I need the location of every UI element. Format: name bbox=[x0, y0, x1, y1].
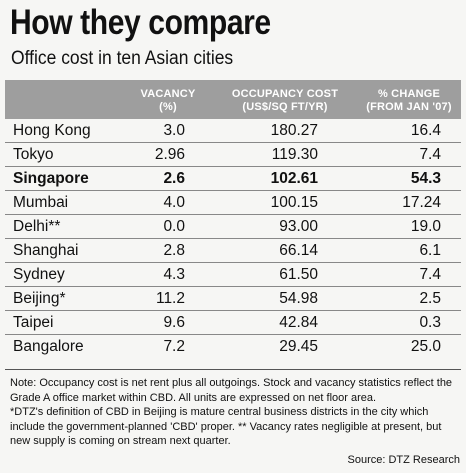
header-occupancy: OCCUPANCY COST (US$/SQ FT/YR) bbox=[213, 80, 357, 119]
cell-occupancy: 29.45 bbox=[213, 334, 357, 358]
table-row: Shanghai 2.8 66.14 6.1 bbox=[5, 238, 461, 263]
cell-change: 16.4 bbox=[410, 121, 441, 139]
table-row: Sydney 4.3 61.50 7.4 bbox=[5, 262, 461, 287]
cell-occupancy: 100.15 bbox=[213, 190, 357, 215]
table-row: Delhi** 0.0 93.00 19.0 bbox=[5, 214, 461, 239]
cell-vacancy: 2.6 bbox=[123, 166, 213, 191]
header-occupancy-line1: OCCUPANCY COST bbox=[231, 87, 339, 100]
cell-city: Tokyo bbox=[5, 142, 123, 167]
cell-occupancy: 119.30 bbox=[213, 142, 357, 167]
cell-city: Beijing* bbox=[5, 286, 123, 311]
comparison-table: VACANCY (%) OCCUPANCY COST (US$/SQ FT/YR… bbox=[5, 80, 461, 358]
cell-occupancy: 54.98 bbox=[213, 286, 357, 311]
cell-change: 17.24 bbox=[357, 190, 461, 215]
cell-city: Delhi** bbox=[5, 214, 123, 239]
cell-change: 0.3 bbox=[357, 310, 461, 335]
header-change: % CHANGE (FROM JAN '07) bbox=[357, 80, 461, 119]
footnotes: Note: Occupancy cost is net rent plus al… bbox=[10, 376, 462, 449]
cell-vacancy: 2.8 bbox=[123, 238, 213, 263]
header-change-line2: (FROM JAN '07) bbox=[366, 100, 452, 113]
table-row: Singapore 2.6 102.61 54.3 bbox=[5, 166, 461, 191]
cell-city: Mumbai bbox=[5, 190, 123, 215]
divider bbox=[5, 369, 461, 370]
table-row: Beijing* 11.2 54.98 2.5 bbox=[5, 286, 461, 311]
footnote-definitions: *DTZ's definition of CBD in Beijing is m… bbox=[10, 406, 442, 447]
cell-city: Sydney bbox=[5, 262, 123, 287]
cell-vacancy: 4.3 bbox=[123, 262, 213, 287]
cell-vacancy: 0.0 bbox=[123, 214, 213, 239]
source-credit: Source: DTZ Research bbox=[347, 454, 460, 466]
cell-city: Taipei bbox=[5, 310, 123, 335]
header-change-line1: % CHANGE bbox=[377, 87, 441, 100]
cell-change: 25.0 bbox=[357, 334, 461, 358]
table-row: Bangalore 7.2 29.45 25.0 bbox=[5, 334, 461, 358]
header-occupancy-line2: (US$/SQ FT/YR) bbox=[242, 100, 328, 113]
footnote-note: Note: Occupancy cost is net rent plus al… bbox=[10, 377, 453, 404]
table-header-row: VACANCY (%) OCCUPANCY COST (US$/SQ FT/YR… bbox=[5, 80, 461, 119]
header-vacancy-line2: (%) bbox=[159, 100, 177, 113]
cell-change: 54.3 bbox=[357, 166, 461, 191]
table-row: Hong Kong 3.0 180.27 16.4 bbox=[5, 119, 461, 143]
page-subtitle: Office cost in ten Asian cities bbox=[11, 48, 234, 69]
table-row: Tokyo 2.96 119.30 7.4 bbox=[5, 142, 461, 167]
cell-vacancy: 3.0 bbox=[163, 121, 185, 139]
cell-vacancy: 7.2 bbox=[123, 334, 213, 358]
cell-vacancy: 4.0 bbox=[123, 190, 213, 215]
table-body: Hong Kong 3.0 180.27 16.4 Tokyo 2.96 119.30 7.4… bbox=[5, 119, 461, 358]
header-vacancy: VACANCY (%) bbox=[123, 80, 213, 119]
cell-change: 2.5 bbox=[357, 286, 461, 311]
table-row: Mumbai 4.0 100.15 17.24 bbox=[5, 190, 461, 215]
cell-change: 7.4 bbox=[357, 262, 461, 287]
cell-occupancy: 93.00 bbox=[213, 214, 357, 239]
cell-city: Hong Kong bbox=[13, 121, 91, 139]
page-title: How they compare bbox=[10, 3, 271, 42]
cell-occupancy: 180.27 bbox=[270, 121, 318, 139]
cell-vacancy: 2.96 bbox=[123, 142, 213, 167]
cell-occupancy: 66.14 bbox=[213, 238, 357, 263]
cell-occupancy: 61.50 bbox=[213, 262, 357, 287]
cell-city: Shanghai bbox=[5, 238, 123, 263]
table-row: Taipei 9.6 42.84 0.3 bbox=[5, 310, 461, 335]
cell-occupancy: 102.61 bbox=[213, 166, 357, 191]
cell-vacancy: 11.2 bbox=[123, 286, 213, 311]
cell-city: Singapore bbox=[5, 166, 123, 191]
header-vacancy-line1: VACANCY bbox=[140, 87, 196, 100]
cell-city: Bangalore bbox=[5, 334, 123, 358]
cell-change: 7.4 bbox=[357, 142, 461, 167]
cell-change: 19.0 bbox=[357, 214, 461, 239]
cell-vacancy: 9.6 bbox=[123, 310, 213, 335]
header-city bbox=[5, 80, 123, 119]
cell-change: 6.1 bbox=[357, 238, 461, 263]
cell-occupancy: 42.84 bbox=[213, 310, 357, 335]
